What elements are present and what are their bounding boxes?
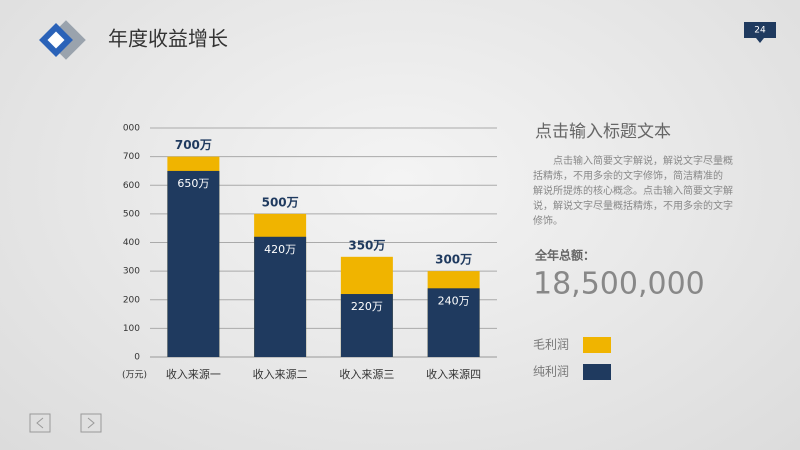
bar (340, 294, 393, 357)
prev-icon (36, 417, 44, 429)
y-tick-label: 700 (123, 152, 140, 162)
data-label: 650万 (177, 177, 209, 190)
data-label: 300万 (435, 253, 472, 267)
y-tick-label: 0 (134, 353, 140, 363)
page-badge (744, 22, 776, 43)
data-label: 220万 (351, 300, 383, 313)
bar (167, 170, 220, 357)
y-tick-label: 500 (123, 209, 140, 219)
page-number: 24 (754, 26, 766, 36)
data-label: 350万 (348, 238, 385, 252)
legend-label: 毛利润 (533, 338, 569, 352)
data-label: 240万 (438, 294, 470, 307)
legend-swatch (583, 364, 611, 380)
data-label: 500万 (262, 195, 299, 209)
y-tick-label: 600 (123, 181, 140, 191)
logo-inner (47, 31, 65, 49)
total-value: 18,500,000 (533, 267, 705, 302)
legend-swatch (583, 337, 611, 353)
next-button[interactable] (80, 413, 102, 433)
x-tick-label: 收入来源一 (166, 367, 221, 381)
bar (254, 236, 307, 357)
y-tick-label: 400 (123, 238, 140, 248)
y-tick-label: 300 (123, 267, 140, 277)
data-label: 700万 (175, 138, 212, 152)
next-icon (87, 417, 95, 429)
y-unit: (万元) (122, 371, 147, 381)
prev-button[interactable] (29, 413, 51, 433)
data-label: 420万 (264, 243, 296, 256)
x-tick-label: 收入来源二 (253, 367, 308, 381)
legend-label: 纯利润 (533, 365, 569, 379)
y-tick-label: 000 (123, 124, 140, 134)
y-tick-label: 200 (123, 295, 140, 305)
bar (427, 288, 480, 357)
slide-title: 年度收益增长 (108, 27, 228, 51)
panel-text: 点击输入简要文字解说，解说文字尽量概括精炼，不用多余的文字修饰，简洁精准的 解说… (533, 156, 733, 227)
y-tick-label: 100 (123, 324, 140, 334)
total-label: 全年总额： (534, 248, 595, 263)
x-tick-label: 收入来源四 (426, 367, 481, 381)
panel-title: 点击输入标题文本 (535, 122, 671, 142)
x-tick-label: 收入来源三 (339, 367, 394, 381)
